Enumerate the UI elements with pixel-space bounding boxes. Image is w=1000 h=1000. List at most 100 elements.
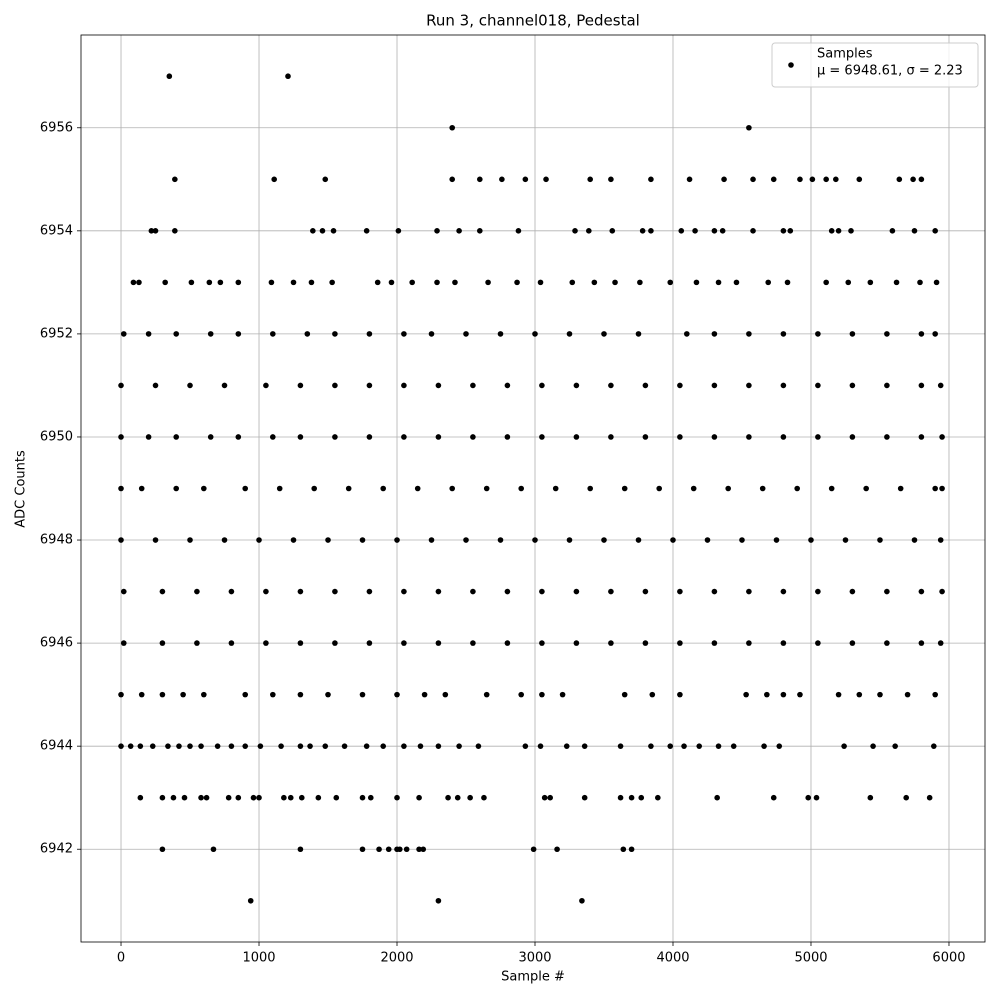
data-point [250,794,257,801]
data-point [937,640,944,646]
data-point [765,279,772,286]
data-point [711,382,718,389]
data-point [903,794,910,801]
data-point [918,588,925,595]
data-point [263,640,269,646]
data-point [739,537,745,543]
data-point [813,794,820,801]
data-point [539,588,545,595]
data-point [587,176,593,183]
data-point [780,434,787,440]
data-point [435,897,442,904]
data-point [833,176,839,183]
data-point [136,279,142,286]
data-point [198,743,204,749]
data-point [889,228,896,234]
data-point [581,794,588,801]
data-point [329,279,335,286]
data-point [401,640,407,646]
data-point [214,743,221,749]
data-point [428,537,435,543]
data-point [416,794,422,801]
data-point [884,434,890,440]
data-point [559,691,566,698]
data-point [225,794,232,801]
data-point [201,485,207,492]
data-point [704,537,711,543]
data-point [228,588,235,595]
data-point [918,176,925,183]
data-point [395,228,402,234]
data-point [401,434,407,440]
data-point [543,176,549,183]
data-point [127,743,134,749]
data-point [235,794,242,801]
data-point [475,743,482,749]
data-point [332,588,338,595]
data-point [315,794,322,801]
data-point [828,485,835,492]
data-point [784,279,791,286]
data-point [849,434,856,440]
x-tick-label: 4000 [656,951,689,966]
data-point [247,897,254,904]
data-point [780,691,787,698]
data-point [341,743,348,749]
data-point [417,743,424,749]
data-point [711,434,718,440]
data-point [642,382,649,389]
data-point [434,228,440,234]
data-point [601,537,607,543]
data-point [635,331,642,337]
data-point [449,176,456,183]
data-point [271,176,277,183]
data-point [856,176,863,183]
data-point [892,743,898,749]
data-point [552,485,559,492]
data-point [435,588,442,595]
data-point [363,228,370,234]
data-point [547,794,553,801]
data-point [152,537,159,543]
data-point [573,588,580,595]
data-point [449,485,456,492]
data-point [911,228,918,234]
data-point [152,228,159,234]
data-point [470,382,476,389]
data-point [780,331,787,337]
data-point [759,485,766,492]
data-point [730,743,737,749]
data-point [815,640,821,646]
data-point [118,434,124,440]
legend-label: Samples [817,47,873,62]
data-point [677,691,683,698]
data-point [750,176,756,183]
data-point [690,485,697,492]
data-point [401,382,407,389]
y-tick-label: 6948 [40,533,73,548]
x-tick-label: 1000 [242,951,275,966]
data-point [841,743,847,749]
data-point [711,331,718,337]
data-point [863,485,869,492]
data-point [677,640,683,646]
data-point [483,485,490,492]
data-point [573,434,580,440]
data-point [877,537,883,543]
data-point [367,794,374,801]
data-point [499,176,505,183]
data-point [173,331,180,337]
data-point [414,485,421,492]
x-tick-label: 3000 [518,951,551,966]
data-point [933,279,940,286]
data-point [638,794,645,801]
data-point [298,794,305,801]
data-point [518,485,525,492]
data-point [746,331,752,337]
data-point [228,743,235,749]
data-point [572,228,578,234]
x-tick-label: 5000 [794,951,827,966]
data-point [787,228,794,234]
data-point [470,434,476,440]
